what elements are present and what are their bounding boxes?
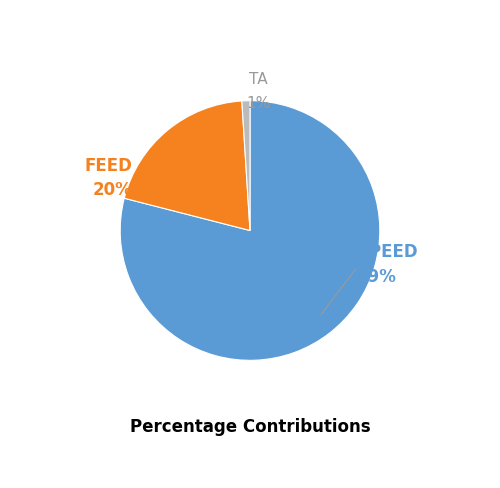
- Text: Percentage Contributions: Percentage Contributions: [130, 418, 370, 436]
- Wedge shape: [120, 102, 380, 361]
- Text: SPEED: SPEED: [358, 243, 418, 261]
- Text: 1%: 1%: [246, 96, 271, 111]
- Text: FEED: FEED: [84, 157, 132, 174]
- Text: TA: TA: [250, 72, 268, 86]
- Wedge shape: [124, 102, 250, 231]
- Text: 79%: 79%: [358, 267, 397, 285]
- Text: 20%: 20%: [92, 181, 132, 199]
- Wedge shape: [242, 102, 250, 231]
